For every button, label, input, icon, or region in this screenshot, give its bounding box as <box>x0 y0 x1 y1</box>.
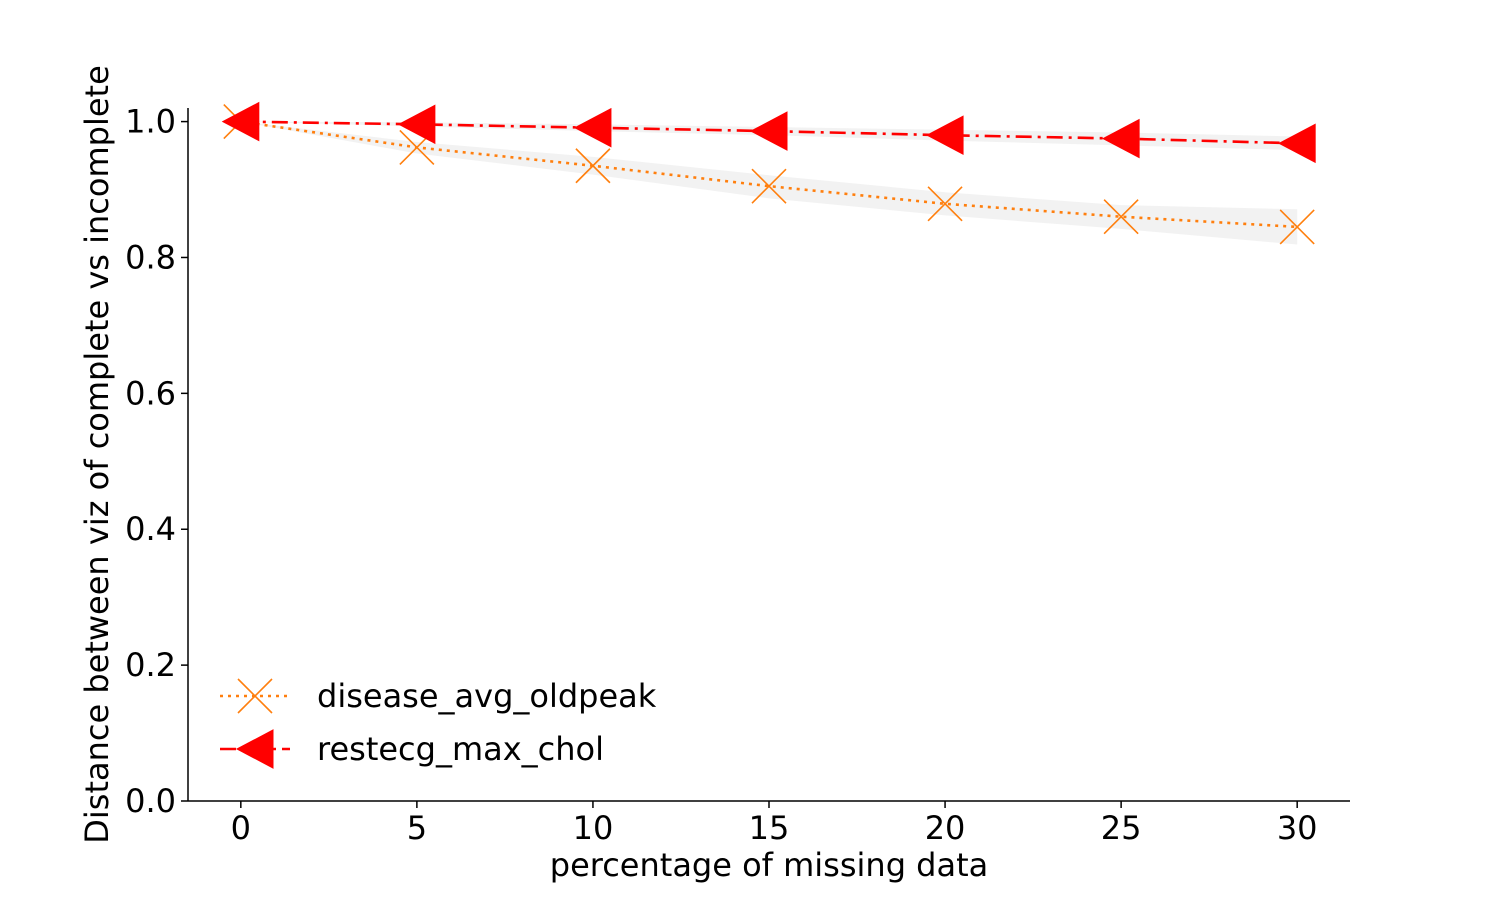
y-axis-ticks: 0.0 0.2 0.4 0.6 0.8 1.0 <box>125 103 188 820</box>
y-tick-label: 0.4 <box>125 510 176 548</box>
x-axis-label: percentage of missing data <box>550 846 989 884</box>
data-point-restecg_max_chol <box>925 115 964 156</box>
legend-marker <box>235 729 274 769</box>
data-point-disease_avg_oldpeak <box>1103 199 1139 235</box>
x-axis-ticks: 0 5 10 15 20 25 30 <box>231 801 1318 847</box>
x-tick-label: 0 <box>231 809 251 847</box>
x-tick-label: 15 <box>749 809 790 847</box>
data-point-disease_avg_oldpeak <box>575 148 611 184</box>
legend-entry-disease_avg_oldpeak: disease_avg_oldpeak <box>220 677 657 715</box>
data-point-restecg_max_chol <box>749 111 788 151</box>
legend-entry-restecg_max_chol: restecg_max_chol <box>220 729 604 769</box>
y-tick-label: 0.2 <box>125 646 176 684</box>
y-tick-label: 0.8 <box>125 238 176 276</box>
x-tick-label: 20 <box>925 809 966 847</box>
data-point-disease_avg_oldpeak <box>1279 209 1315 245</box>
legend-label: disease_avg_oldpeak <box>317 677 657 715</box>
series-markers <box>221 101 1316 245</box>
legend: disease_avg_oldpeak restecg_max_chol <box>220 677 657 769</box>
x-tick-label: 30 <box>1277 809 1318 847</box>
x-tick-label: 10 <box>573 809 614 847</box>
data-point-restecg_max_chol <box>573 107 612 148</box>
data-point-restecg_max_chol <box>221 101 260 142</box>
legend-marker <box>237 678 273 714</box>
confidence-band-disease_avg_oldpeak <box>240 121 1298 245</box>
x-tick-label: 5 <box>407 809 427 847</box>
x-tick-label: 25 <box>1101 809 1142 847</box>
y-axis-label: Distance between viz of complete vs inco… <box>78 65 116 844</box>
data-point-disease_avg_oldpeak <box>927 186 963 222</box>
data-point-disease_avg_oldpeak <box>751 168 787 204</box>
confidence-band-restecg_max_chol <box>240 121 1298 151</box>
y-tick-label: 1.0 <box>125 103 176 141</box>
y-tick-label: 0.6 <box>125 374 176 412</box>
y-tick-label: 0.0 <box>125 782 176 820</box>
data-point-restecg_max_chol <box>1278 123 1316 164</box>
data-point-restecg_max_chol <box>397 104 436 145</box>
confidence-bands <box>240 121 1298 245</box>
data-point-restecg_max_chol <box>1102 118 1140 159</box>
legend-label: restecg_max_chol <box>317 730 604 768</box>
